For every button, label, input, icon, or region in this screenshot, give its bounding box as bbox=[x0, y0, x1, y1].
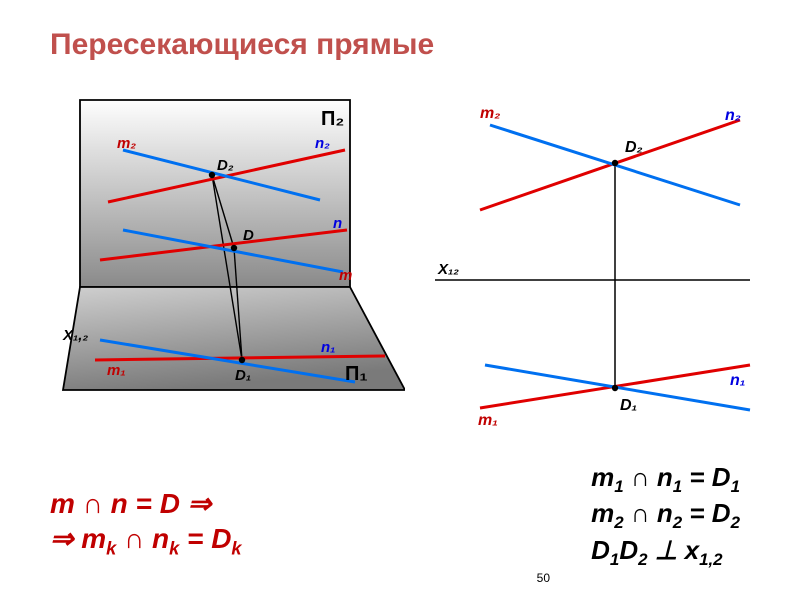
page-title: Пересекающиеся прямые bbox=[50, 28, 434, 62]
svg-text:n₂: n₂ bbox=[725, 107, 741, 124]
svg-text:П₁: П₁ bbox=[345, 363, 368, 385]
svg-text:X₁₂: X₁₂ bbox=[437, 261, 459, 278]
svg-text:n: n bbox=[333, 215, 342, 232]
formula-red: m ∩ n = D ⇒⇒ mk ∩ nk = Dk bbox=[50, 486, 242, 560]
svg-text:m: m bbox=[339, 267, 352, 284]
svg-text:D₂: D₂ bbox=[217, 157, 234, 174]
svg-text:D: D bbox=[243, 227, 254, 244]
svg-text:П₂: П₂ bbox=[321, 108, 344, 130]
diagram-2d: X₁₂ m₂ n₂ D₂ m₁ n₁ D₁ bbox=[420, 90, 760, 450]
svg-text:D₁: D₁ bbox=[620, 397, 637, 414]
svg-text:n₁: n₁ bbox=[321, 339, 335, 356]
svg-text:X₁,₂: X₁,₂ bbox=[62, 327, 88, 344]
diagram-3d: П₂ П₁ X₁,₂ m₂ n₂ D₂ n m Dm₁ D₁ n₁ bbox=[45, 90, 405, 410]
svg-text:n₁: n₁ bbox=[730, 372, 745, 389]
svg-text:m₁: m₁ bbox=[478, 412, 498, 429]
svg-text:m₂: m₂ bbox=[117, 135, 136, 152]
svg-text:D₂: D₂ bbox=[625, 139, 643, 156]
svg-text:n₂: n₂ bbox=[315, 135, 330, 152]
page-number: 50 bbox=[537, 571, 550, 585]
svg-text:D₁: D₁ bbox=[235, 367, 251, 384]
formula-black: m1 ∩ n1 = D1m2 ∩ n2 = D2D1D2 ⊥ x1,2 bbox=[591, 461, 740, 570]
svg-text:m₁: m₁ bbox=[107, 362, 126, 379]
svg-text:m₂: m₂ bbox=[480, 105, 500, 122]
